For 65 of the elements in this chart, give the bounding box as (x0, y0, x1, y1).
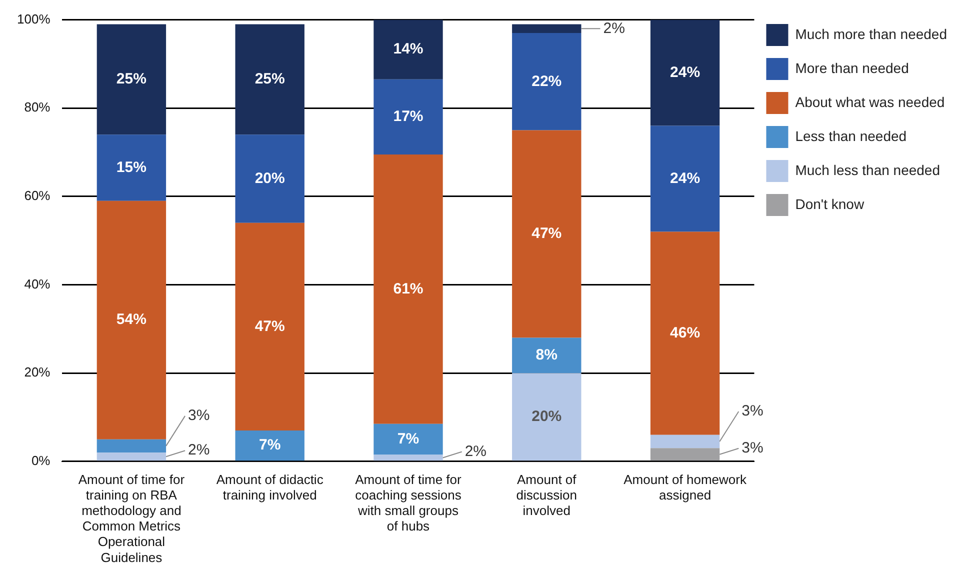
x-tick-label: Amount of time for coaching sessions with small groups of hubs (355, 472, 462, 534)
data-label: 2% (188, 442, 210, 459)
bar (650, 434, 720, 448)
data-label: 3% (742, 402, 764, 420)
data-label: 25% (116, 70, 146, 88)
data-label: 22% (532, 72, 562, 90)
bar (96, 200, 166, 440)
legend-label: Much less than needed (795, 162, 940, 178)
bar (374, 454, 443, 461)
data-label: 47% (254, 318, 285, 335)
data-label: 61% (393, 280, 424, 298)
bar (96, 134, 166, 201)
x-tick-label: Amount of discussion involved (516, 472, 577, 518)
bar (96, 452, 166, 461)
y-tick-label: 40% (24, 276, 51, 292)
x-tick-label: Amount of time for training on RBA methodology and Common Metrics Operational Guidelines (78, 472, 186, 565)
data-label: 20% (532, 408, 562, 426)
y-tick-label: 0% (31, 452, 51, 468)
data-label: 54% (116, 311, 146, 328)
legend-label: Much more than needed (795, 26, 947, 42)
bar (374, 154, 443, 424)
x-tick-label: Amount of homework assigned (624, 472, 747, 502)
bar (512, 130, 582, 338)
y-tick-label: 100% (17, 11, 51, 26)
bar (512, 338, 582, 374)
bar (235, 24, 304, 135)
y-tick-label: 20% (24, 364, 51, 380)
bar (512, 24, 582, 34)
bar (650, 232, 720, 435)
data-label: 8% (536, 346, 558, 364)
bar (374, 424, 443, 455)
bar (650, 448, 720, 461)
y-tick-label: 60% (24, 188, 51, 204)
bar (96, 439, 166, 453)
bar (235, 134, 304, 223)
bar (96, 24, 166, 135)
bar (374, 20, 443, 80)
y-tick-label: 80% (24, 100, 51, 115)
bar (235, 222, 304, 430)
legend-label: Don't know (795, 196, 865, 212)
bar (512, 33, 582, 130)
data-label: 24% (670, 170, 700, 187)
data-label: 15% (116, 158, 146, 176)
bar (512, 373, 582, 461)
data-label: 46% (670, 324, 700, 342)
data-label: 7% (397, 430, 420, 448)
bar (374, 79, 443, 154)
bar (650, 20, 720, 126)
legend-label: About what was needed (795, 94, 945, 110)
legend-label: Less than needed (795, 128, 907, 144)
data-label: 3% (742, 440, 764, 457)
bar (235, 430, 304, 461)
data-label: 14% (393, 40, 424, 58)
data-label: 24% (670, 64, 700, 81)
legend-label: More than needed (795, 60, 909, 76)
data-label: 2% (464, 442, 487, 460)
data-label: 17% (393, 108, 424, 126)
data-label: 2% (603, 20, 625, 37)
data-label: 47% (532, 225, 562, 242)
data-label: 7% (259, 436, 281, 454)
data-label: 3% (188, 407, 210, 424)
x-tick-label: Amount of didactic training involved (216, 472, 324, 502)
data-label: 25% (254, 70, 285, 88)
bar (650, 126, 720, 232)
data-label: 20% (254, 170, 285, 187)
